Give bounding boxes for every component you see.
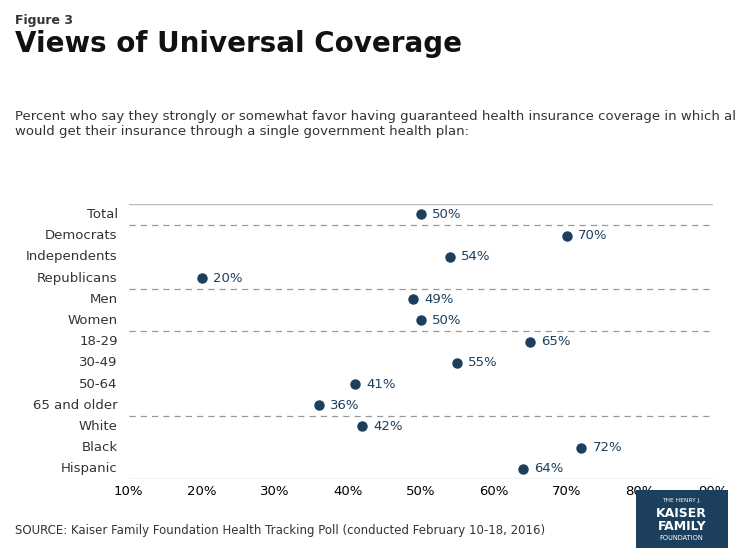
Text: 49%: 49% [424, 293, 453, 306]
Text: 41%: 41% [366, 377, 395, 391]
Text: 70%: 70% [578, 229, 607, 242]
Text: Total: Total [87, 208, 118, 221]
Text: Figure 3: Figure 3 [15, 14, 73, 27]
Text: Hispanic: Hispanic [61, 462, 118, 476]
Text: Democrats: Democrats [45, 229, 118, 242]
Text: 50%: 50% [431, 208, 462, 221]
Text: White: White [79, 420, 118, 433]
Text: Views of Universal Coverage: Views of Universal Coverage [15, 30, 462, 58]
Text: KAISER: KAISER [656, 507, 707, 520]
Text: 42%: 42% [373, 420, 403, 433]
Text: 36%: 36% [329, 399, 359, 412]
Text: 30-49: 30-49 [79, 356, 118, 369]
Text: Republicans: Republicans [37, 272, 118, 284]
Text: Men: Men [90, 293, 118, 306]
Text: 20%: 20% [212, 272, 242, 284]
Text: 54%: 54% [461, 250, 490, 263]
Text: 50%: 50% [431, 314, 462, 327]
Text: THE HENRY J.: THE HENRY J. [662, 498, 701, 503]
Text: Black: Black [82, 441, 118, 454]
Text: Independents: Independents [26, 250, 118, 263]
Text: 50-64: 50-64 [79, 377, 118, 391]
Text: 64%: 64% [534, 462, 563, 476]
Text: would get their insurance through a single government health plan:: would get their insurance through a sing… [15, 125, 469, 138]
Text: FOUNDATION: FOUNDATION [660, 536, 703, 542]
Text: FAMILY: FAMILY [657, 520, 706, 533]
Text: 72%: 72% [592, 441, 622, 454]
Text: 18-29: 18-29 [79, 335, 118, 348]
Text: Women: Women [68, 314, 118, 327]
Text: 65%: 65% [541, 335, 571, 348]
Text: 55%: 55% [468, 356, 498, 369]
Text: 65 and older: 65 and older [33, 399, 118, 412]
Text: SOURCE: Kaiser Family Foundation Health Tracking Poll (conducted February 10-18,: SOURCE: Kaiser Family Foundation Health … [15, 524, 545, 537]
Text: Percent who say they strongly or somewhat favor having guaranteed health insuran: Percent who say they strongly or somewha… [15, 110, 735, 123]
